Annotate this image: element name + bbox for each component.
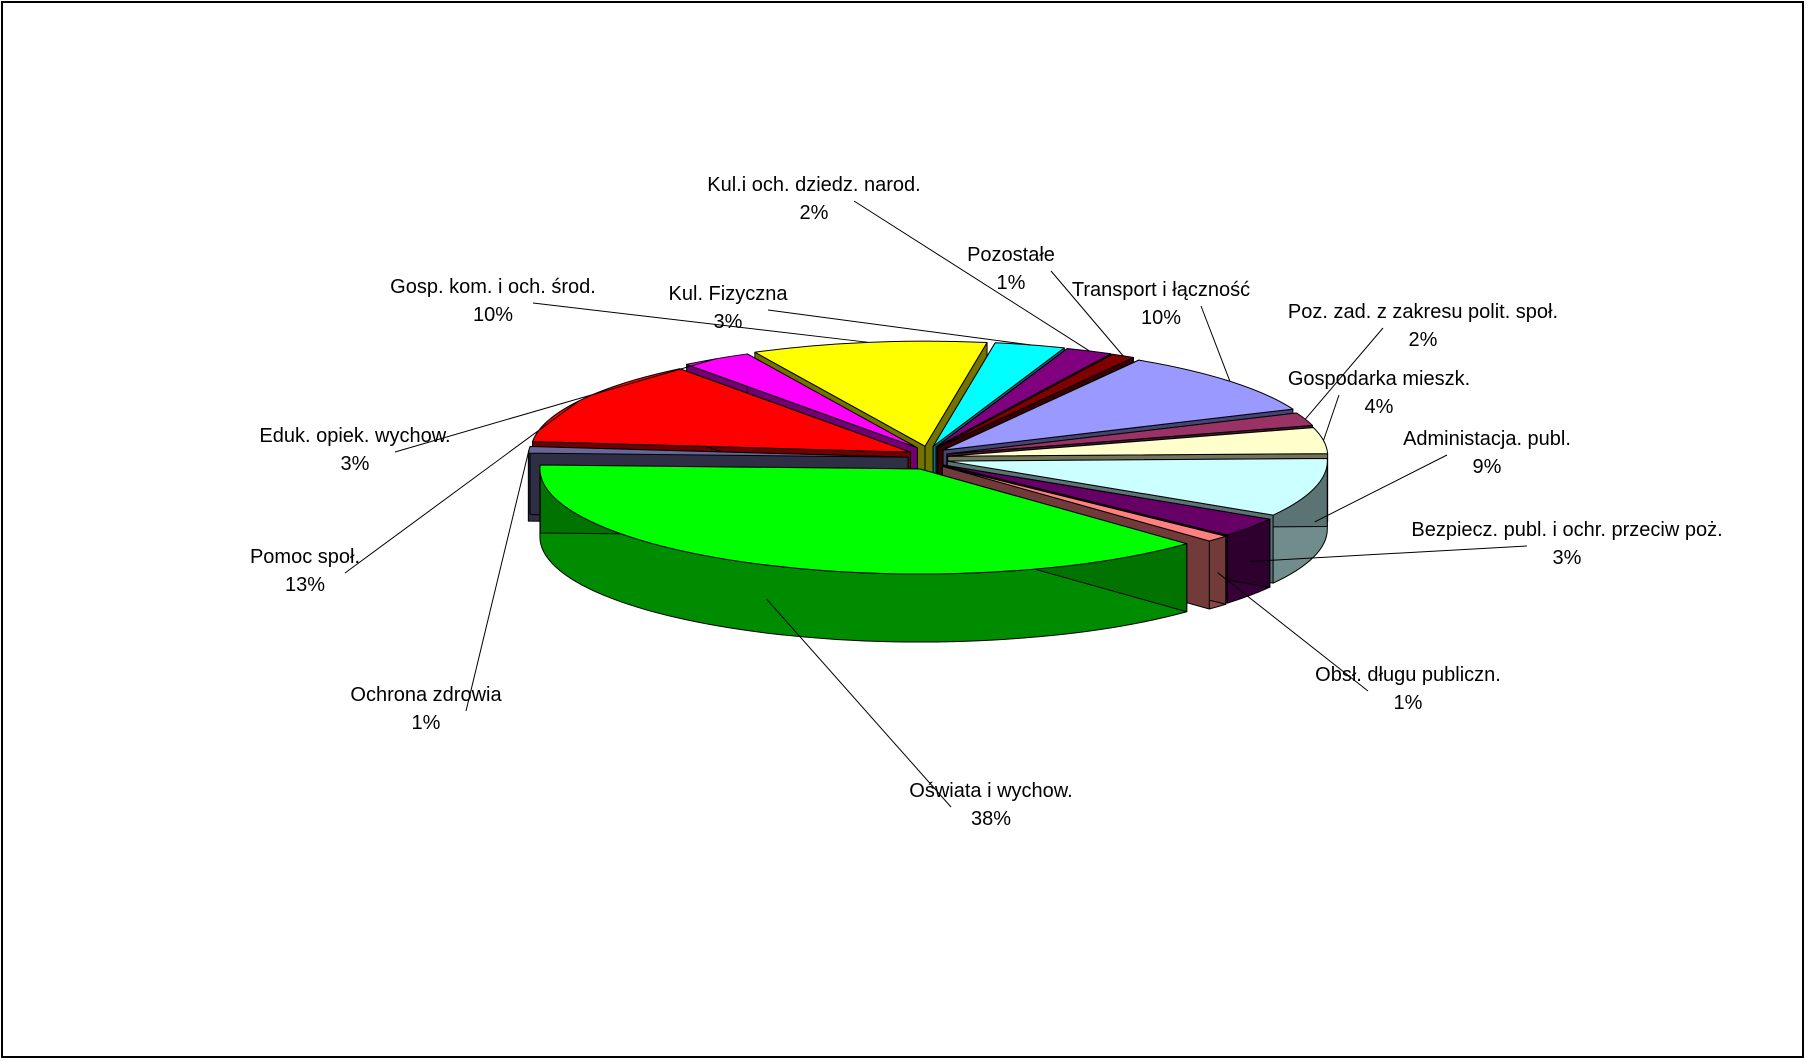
- pie-slice-top: [754, 340, 988, 447]
- leader-line: [766, 598, 952, 808]
- leader-line: [1249, 545, 1528, 562]
- slice-label: Kul.i och. dziedz. narod.: [707, 174, 920, 196]
- pie-slice-top: [946, 458, 1328, 516]
- slice-label: Kul. Fizyczna: [669, 283, 789, 305]
- slice-percent: 1%: [997, 272, 1026, 294]
- leader-line: [767, 309, 1031, 346]
- leader-lines: [344, 200, 1528, 808]
- leader-line: [532, 302, 869, 343]
- pie-slice-top: [941, 465, 1227, 542]
- pie-chart: Transport i łączność 10% Poz. zad. z zakre…: [250, 174, 1723, 830]
- leader-line: [394, 358, 717, 453]
- slice-percent: 3%: [1553, 547, 1582, 569]
- leader-line: [1217, 572, 1369, 692]
- pie-slice-top: [686, 353, 918, 449]
- slice-label: Oświata i wychow.: [909, 780, 1072, 802]
- slice-label: Transport i łączność: [1072, 279, 1250, 301]
- pie-slice-top: [539, 464, 1188, 575]
- leader-line: [1200, 305, 1231, 382]
- leader-line: [1304, 327, 1384, 420]
- slice-percent: 38%: [971, 808, 1011, 830]
- slice-label: Bezpiecz. publ. i ochr. przeciw poż.: [1411, 519, 1722, 541]
- slice-label: Pozostałe: [967, 244, 1055, 266]
- slice-label: Obsł. długu publiczn.: [1315, 664, 1501, 686]
- leader-line: [1314, 454, 1448, 523]
- leader-line: [465, 449, 530, 712]
- slice-percent: 3%: [714, 311, 743, 333]
- slice-label: Eduk. opiek. wychow.: [259, 425, 450, 447]
- slice-percent: 10%: [1141, 307, 1181, 329]
- slice-percent: 3%: [341, 453, 370, 475]
- leader-line: [344, 400, 580, 574]
- slice-percent: 2%: [1409, 329, 1438, 351]
- pie-slice: [539, 464, 1188, 643]
- slice-label: Administacja. publ.: [1403, 428, 1571, 450]
- pie-slice-top: [943, 464, 1271, 536]
- leader-line: [1323, 394, 1340, 441]
- slice-percent: 13%: [285, 574, 325, 596]
- slice-labels: Transport i łączność 10% Poz. zad. z zakre…: [250, 174, 1723, 830]
- pie-slices: [527, 340, 1329, 643]
- slice-label: Gospodarka mieszk.: [1288, 368, 1470, 390]
- slice-label: Gosp. kom. i och. środ.: [390, 276, 596, 298]
- slice-label: Pomoc społ.: [250, 546, 360, 568]
- slice-percent: 1%: [412, 712, 441, 734]
- slice-percent: 4%: [1365, 396, 1394, 418]
- slice-percent: 10%: [473, 304, 513, 326]
- slice-percent: 1%: [1394, 692, 1423, 714]
- leader-line: [853, 200, 1090, 352]
- leader-line: [1050, 270, 1124, 357]
- slice-label: Poz. zad. z zakresu polit. społ.: [1288, 301, 1558, 323]
- slice-label: Ochrona zdrowia: [350, 684, 502, 706]
- slice-percent: 9%: [1473, 456, 1502, 478]
- slice-percent: 2%: [800, 202, 829, 224]
